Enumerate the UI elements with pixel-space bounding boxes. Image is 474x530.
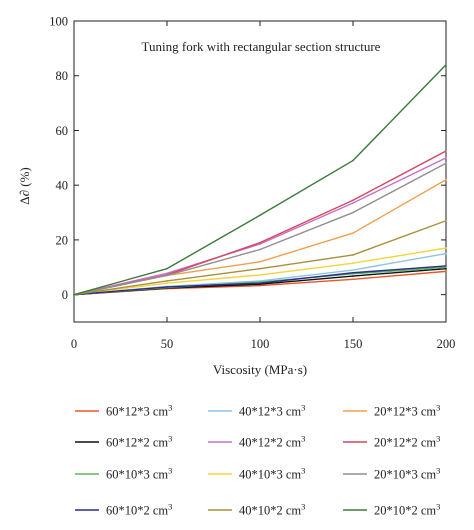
data-point xyxy=(445,157,447,159)
legend-item: 60*12*3 cm3 xyxy=(75,403,172,419)
legend-item: 60*12*2 cm3 xyxy=(75,434,172,450)
series-line-20x12x3 xyxy=(73,179,447,296)
legend-item: 20*10*2 cm3 xyxy=(343,502,440,518)
data-point xyxy=(352,278,354,281)
y-tick-label: 40 xyxy=(56,179,69,193)
legend-item: 40*10*3 cm3 xyxy=(208,466,305,482)
data-point xyxy=(445,252,447,255)
x-tick-label: 200 xyxy=(437,337,456,351)
legend-label: 20*10*2 cm3 xyxy=(374,502,440,518)
data-point xyxy=(259,243,261,245)
data-point xyxy=(445,265,447,267)
data-point xyxy=(259,241,261,244)
data-point xyxy=(259,267,261,270)
y-tick-label: 20 xyxy=(56,233,69,247)
data-point xyxy=(259,274,261,276)
data-point xyxy=(259,261,261,263)
y-axis-ticks: 0 20 40 60 80 100 xyxy=(49,15,446,302)
x-tick-label: 100 xyxy=(251,337,270,351)
data-point xyxy=(445,267,447,270)
y-tick-label: 100 xyxy=(49,15,68,29)
data-point xyxy=(259,282,261,284)
y-tick-label: 0 xyxy=(62,288,68,302)
legend-label: 60*10*3 cm3 xyxy=(106,466,172,482)
data-point xyxy=(352,269,354,271)
data-point xyxy=(73,293,75,296)
plot-frame xyxy=(73,20,447,323)
data-point xyxy=(166,267,168,270)
legend-label: 40*12*3 cm3 xyxy=(239,403,305,419)
data-point xyxy=(259,214,261,217)
legend-label: 60*10*2 cm3 xyxy=(106,502,172,518)
data-point xyxy=(352,275,354,277)
legend-item: 40*12*2 cm3 xyxy=(208,434,305,450)
data-point xyxy=(445,266,447,269)
legend-item: 20*10*3 cm3 xyxy=(343,466,440,482)
data-point xyxy=(166,282,168,284)
y-tick-label: 60 xyxy=(56,124,69,138)
x-tick-label: 50 xyxy=(161,337,174,351)
data-point xyxy=(352,254,354,256)
data-point xyxy=(166,280,168,282)
legend-label: 20*10*3 cm3 xyxy=(374,466,440,482)
series-line-40x12x3 xyxy=(73,252,447,296)
plot-area-border xyxy=(73,20,447,323)
legend: 60*12*3 cm3 40*12*3 cm3 20*12*3 cm3 60*12*2… xyxy=(75,403,440,518)
data-point xyxy=(352,159,354,162)
x-tick-label: 150 xyxy=(344,337,363,351)
legend-label: 20*12*3 cm3 xyxy=(374,403,440,419)
legend-label: 40*10*3 cm3 xyxy=(239,466,305,482)
x-axis-title: Viscosity (MPa·s) xyxy=(213,362,307,377)
legend-label: 40*10*2 cm3 xyxy=(239,502,305,518)
legend-item: 60*10*2 cm3 xyxy=(75,502,172,518)
data-point xyxy=(352,262,354,264)
data-point xyxy=(445,178,447,181)
legend-item: 40*10*2 cm3 xyxy=(208,502,305,518)
series-lines xyxy=(73,63,447,296)
legend-label: 20*12*2 cm3 xyxy=(374,434,440,450)
data-point xyxy=(259,248,261,251)
legend-item: 20*12*3 cm3 xyxy=(343,403,440,419)
chart-title: Tuning fork with rectangular section str… xyxy=(142,39,381,54)
legend-item: 20*12*2 cm3 xyxy=(343,434,440,450)
legend-label: 60*12*2 cm3 xyxy=(106,434,172,450)
data-point xyxy=(352,232,354,234)
legend-item: 60*10*3 cm3 xyxy=(75,466,172,482)
data-point xyxy=(259,284,261,287)
x-tick-label: 0 xyxy=(71,337,77,351)
data-point xyxy=(352,211,354,214)
data-point xyxy=(445,247,447,249)
data-point xyxy=(445,63,447,66)
series-line-40x12x2 xyxy=(73,157,447,296)
data-point xyxy=(445,150,447,152)
data-point xyxy=(352,271,354,274)
data-point xyxy=(352,199,354,202)
data-point xyxy=(352,202,354,204)
x-axis-ticks: 0 50 100 150 200 xyxy=(71,21,456,351)
y-axis-title: Δ∂ (%) xyxy=(17,167,32,205)
legend-label: 40*12*2 cm3 xyxy=(239,434,305,450)
data-point xyxy=(166,272,168,275)
y-tick-label: 80 xyxy=(56,69,69,83)
legend-item: 40*12*3 cm3 xyxy=(208,403,305,419)
data-point xyxy=(166,274,168,277)
legend-label: 60*12*3 cm3 xyxy=(106,403,172,419)
data-point xyxy=(445,162,447,165)
data-point xyxy=(166,286,168,288)
data-point xyxy=(445,219,447,222)
series-line-20x10x2 xyxy=(73,64,447,296)
data-point xyxy=(445,270,447,273)
